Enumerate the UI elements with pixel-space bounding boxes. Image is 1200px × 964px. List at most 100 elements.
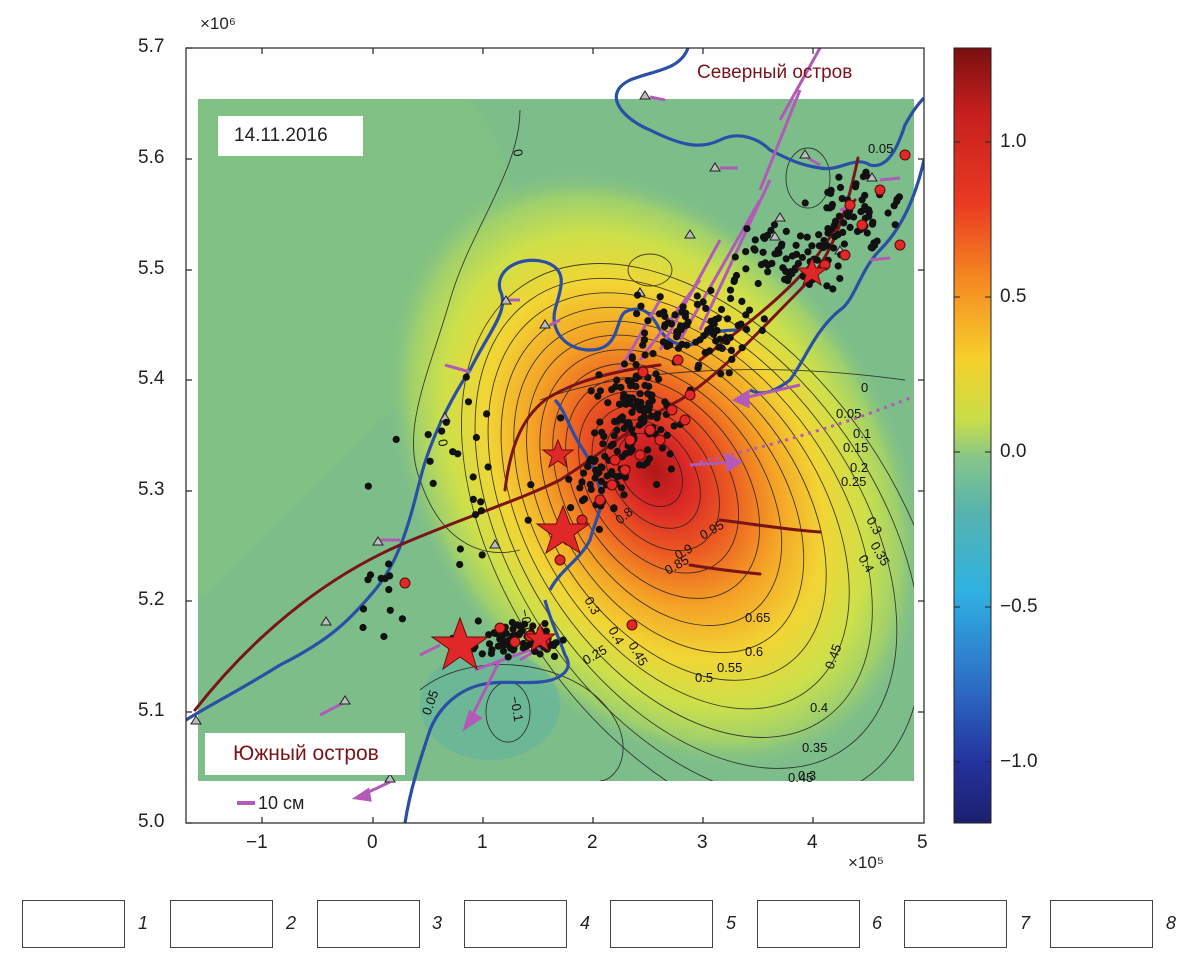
aftershock-dot [494, 622, 506, 634]
epicenter-dot [702, 304, 710, 312]
epicenter-dot [483, 410, 491, 418]
epicenter-dot [596, 387, 605, 395]
epicenter-dot [438, 427, 446, 435]
large-star [430, 616, 490, 671]
epicenter-dot [612, 383, 620, 391]
epicenter-dot [782, 255, 790, 263]
epicenter-dot [626, 399, 634, 407]
epicenter-dot [884, 209, 892, 217]
aftershock-dot [672, 354, 684, 366]
contour-label: 0.2 [850, 460, 868, 475]
epicenter-dot [743, 225, 751, 233]
aftershock-dot [644, 424, 656, 436]
epicenter-dot [645, 455, 654, 463]
epicenter-dot [632, 382, 640, 391]
aftershock-dot [509, 636, 521, 648]
epicenter-dot [587, 455, 595, 463]
epicenter-dot [620, 360, 629, 368]
epicenter-dot [820, 237, 828, 245]
epicenter-dot [576, 484, 584, 492]
epicenter-dot [862, 168, 870, 176]
epicenter-dot [392, 435, 400, 443]
epicenter-dot [649, 350, 657, 358]
epicenter-dot [773, 249, 782, 257]
x-tick-label: 5 [917, 832, 928, 853]
epicenter-dot [499, 637, 507, 645]
epicenter-dot [834, 262, 842, 270]
epicenter-dot [728, 355, 736, 363]
epicenter-dot [636, 390, 644, 398]
epicenter-dot [851, 183, 860, 191]
epicenter-dot [717, 305, 726, 314]
epicenter-dot [652, 370, 660, 378]
epicenter-dot [398, 615, 406, 623]
epicenter-dot [628, 394, 637, 402]
earthquake-epicenters [359, 168, 904, 661]
epicenter-dot [655, 310, 664, 318]
epicenter-dot [684, 318, 692, 326]
epicenter-dot [742, 265, 750, 273]
epicenter-dot [745, 306, 754, 314]
aftershock-dot [874, 184, 886, 196]
epicenter-dot [471, 510, 480, 519]
epicenter-dot [385, 560, 393, 568]
epicenter-dot [484, 463, 492, 471]
epicenter-dot [865, 206, 873, 214]
colorbar-tick-label: 1.0 [1000, 131, 1027, 152]
epicenter-dot [836, 183, 845, 192]
aftershock-dot [609, 454, 621, 466]
epicenter-dot [526, 640, 534, 649]
epicenter-dot [628, 446, 636, 454]
epicenter-dot [895, 193, 904, 201]
epicenter-dot [846, 223, 854, 231]
contour-label: 0.6 [745, 644, 763, 659]
epicenter-dot [844, 212, 852, 220]
x-tick-label: −1 [246, 832, 268, 853]
epicenter-dot [644, 446, 652, 454]
epicenter-dot [580, 469, 588, 477]
epicenter-dot [713, 326, 721, 335]
epicenter-dot [782, 267, 790, 275]
epicenter-dot [661, 312, 669, 320]
deformation-field [198, 99, 914, 781]
epicenter-dot [641, 381, 649, 389]
date-label: 14.11.2016 [218, 116, 363, 156]
epicenter-dot [639, 341, 647, 349]
epicenter-dot [640, 461, 648, 469]
contour-label: 0.1 [853, 426, 871, 441]
x-tick-label: 4 [807, 832, 818, 853]
epicenter-dot [617, 383, 625, 391]
epicenter-dot [727, 346, 736, 354]
epicenter-dot [707, 286, 715, 295]
contour-label: 0.55 [717, 660, 742, 675]
y-tick-label: 5.3 [138, 479, 165, 500]
aftershock-dot [626, 619, 638, 631]
epicenter-dot [647, 412, 656, 420]
epicenter-dot [827, 189, 835, 197]
epicenter-dot [618, 415, 626, 424]
epicenter-dot [477, 507, 485, 515]
epicenter-dot [737, 320, 745, 328]
scale-label: 10 см [258, 793, 305, 813]
epicenter-dot [692, 338, 700, 346]
epicenter-dot [485, 640, 494, 648]
epicenter-dot [701, 349, 709, 357]
epicenter-dot [524, 516, 532, 524]
legend-box-7 [904, 900, 1007, 948]
epicenter-dot [726, 286, 735, 294]
epicenter-dot [478, 551, 486, 559]
epicenter-dot [850, 213, 858, 221]
legend-box-1 [22, 900, 125, 948]
epicenter-dot [682, 309, 690, 317]
epicenter-dot [732, 271, 741, 280]
contour-label: 0.5 [695, 670, 713, 685]
contour-label: 0.25 [841, 474, 866, 489]
y-exponent-label: ×10⁶ [200, 14, 236, 33]
epicenter-dot [730, 277, 738, 286]
epicenter-dot [622, 450, 630, 458]
epicenter-dot [694, 364, 702, 372]
epicenter-dot [659, 338, 668, 346]
aftershock-dot [666, 404, 678, 416]
y-tick-label: 5.5 [138, 258, 165, 279]
epicenter-dot [829, 285, 837, 293]
